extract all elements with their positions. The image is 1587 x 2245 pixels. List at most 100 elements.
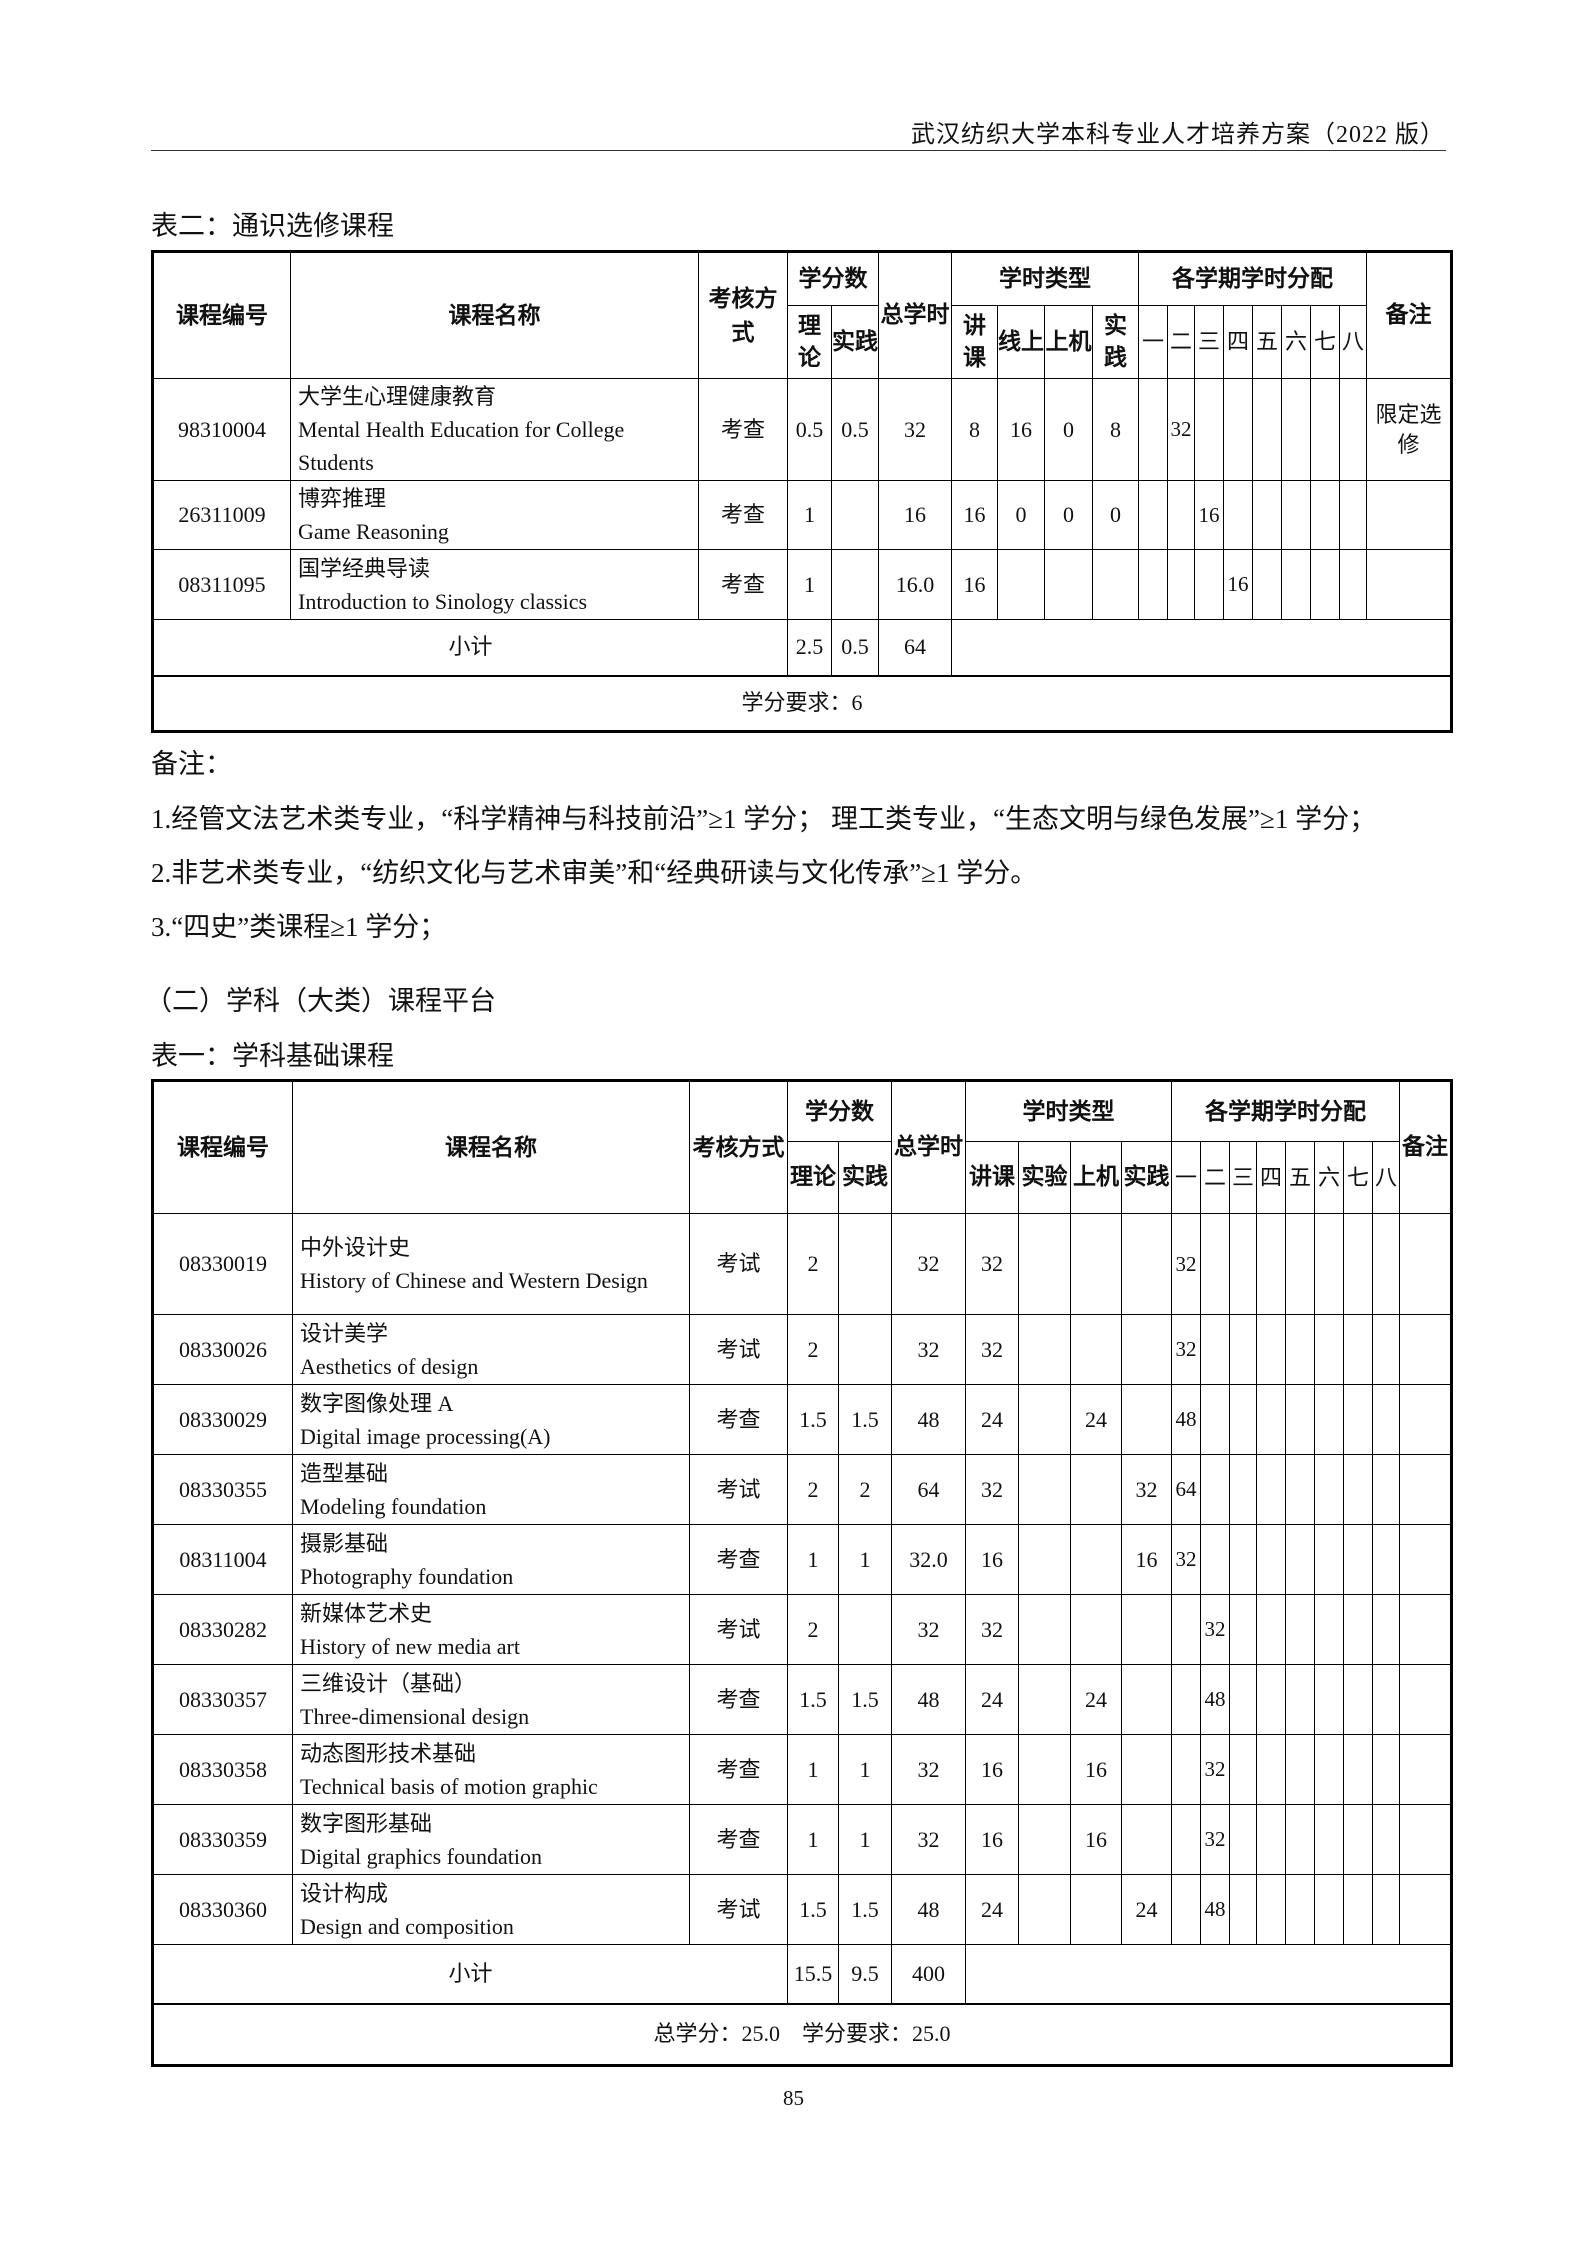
credit-theory: 2 xyxy=(787,1314,839,1385)
header-hours-type-item: 讲课 xyxy=(965,1141,1019,1214)
course-name-en: History of new media art xyxy=(300,1633,520,1659)
semester-hours xyxy=(1229,1664,1257,1735)
hours-type-value: 16 xyxy=(965,1804,1019,1875)
table-row: 08330358 动态图形技术基础 Technical basis of motio… xyxy=(152,1734,1452,1805)
remark: 限定选修 xyxy=(1366,378,1452,481)
semester-hours xyxy=(1138,480,1168,550)
note-item: 2.非艺术类专业，“纺织文化与艺术审美”和“经典研读与文化传承”≥1 学分。 xyxy=(151,858,1038,888)
semester-hours xyxy=(1252,378,1282,481)
course-name: 动态图形技术基础 Technical basis of motion graphi… xyxy=(292,1734,690,1805)
header-semester: 一 xyxy=(1171,1141,1201,1214)
header-course-name: 课程名称 xyxy=(292,1080,690,1214)
header-course-code: 课程编号 xyxy=(152,1080,293,1214)
hours-type-value xyxy=(1018,1874,1071,1945)
course-name-cn: 中外设计史 xyxy=(300,1235,411,1260)
semester-hours xyxy=(1281,378,1311,481)
credit-theory: 0.5 xyxy=(787,378,832,481)
table-row: 08311004 摄影基础 Photography foundation 考查 1 1 32… xyxy=(152,1524,1452,1595)
hours-type-value: 16 xyxy=(951,480,998,550)
header-semester: 四 xyxy=(1223,305,1253,379)
semester-hours xyxy=(1252,480,1282,550)
course-name-cn: 博弈推理 xyxy=(298,486,387,511)
subtotal-blank xyxy=(965,1944,1452,2004)
credit-theory: 1 xyxy=(787,1804,839,1875)
table-row: 08330029 数字图像处理 A Digital image processing… xyxy=(152,1384,1452,1455)
hours-type-value: 16 xyxy=(965,1734,1019,1805)
notes-title: 备注： xyxy=(151,749,232,779)
semester-hours xyxy=(1339,480,1367,550)
header-exam-method: 考核方式 xyxy=(689,1080,788,1214)
remark xyxy=(1399,1454,1452,1525)
exam-method: 考试 xyxy=(689,1454,788,1525)
course-name-cn: 大学生心理健康教育 xyxy=(298,384,497,409)
credit-practice: 1 xyxy=(838,1734,892,1805)
header-semester: 七 xyxy=(1310,305,1340,379)
total-hours: 32 xyxy=(891,1213,966,1315)
semester-hours xyxy=(1200,1213,1230,1315)
semester-hours xyxy=(1314,1874,1344,1945)
semester-hours xyxy=(1194,549,1224,620)
hours-type-value: 8 xyxy=(951,378,998,481)
header-credit-practice: 实践 xyxy=(838,1141,892,1214)
header-credits: 学分数 xyxy=(787,1080,892,1142)
credit-practice: 1 xyxy=(838,1524,892,1595)
course-name-en: Technical basis of motion graphic xyxy=(300,1773,598,1799)
semester-hours xyxy=(1343,1454,1373,1525)
remark xyxy=(1399,1594,1452,1665)
course-code: 08330358 xyxy=(152,1734,293,1805)
semester-hours xyxy=(1372,1804,1400,1875)
course-name: 设计美学 Aesthetics of design xyxy=(292,1314,690,1385)
course-name: 摄影基础 Photography foundation xyxy=(292,1524,690,1595)
semester-hours xyxy=(1372,1594,1400,1665)
subtotal-credit-theory: 2.5 xyxy=(787,619,832,676)
semester-hours xyxy=(1343,1384,1373,1455)
course-name: 国学经典导读 Introduction to Sinology classics xyxy=(290,549,699,620)
hours-type-value xyxy=(1044,549,1093,620)
discipline-foundation-course-table: 课程编号 课程名称 考核方式 学分数 总学时 学时类型 各学期学时分配 备注 理论 实践 讲课 实验上… xyxy=(151,1079,1453,2067)
hours-type-value xyxy=(1070,1454,1122,1525)
hours-type-value xyxy=(1092,549,1139,620)
credit-practice xyxy=(838,1594,892,1665)
total-hours: 32 xyxy=(891,1734,966,1805)
course-name-en: Aesthetics of design xyxy=(300,1353,479,1379)
table-row: 08330019 中外设计史 History of Chinese and West… xyxy=(152,1213,1452,1315)
subtotal-total-hours: 64 xyxy=(878,619,952,676)
course-name-cn: 数字图像处理 A xyxy=(300,1390,454,1416)
credit-practice: 1.5 xyxy=(838,1384,892,1455)
header-semester: 三 xyxy=(1229,1141,1257,1214)
hours-type-value xyxy=(1018,1384,1071,1455)
table-row: 08330355 造型基础 Modeling foundation 考试 2 2 64 32 3… xyxy=(152,1454,1452,1525)
semester-hours xyxy=(1229,1384,1257,1455)
semester-hours xyxy=(1229,1874,1257,1945)
remark xyxy=(1399,1664,1452,1735)
total-hours: 48 xyxy=(891,1874,966,1945)
semester-hours: 16 xyxy=(1194,480,1224,550)
hours-type-value: 32 xyxy=(965,1594,1019,1665)
semester-hours xyxy=(1314,1594,1344,1665)
semester-hours xyxy=(1171,1874,1201,1945)
course-name-cn: 国学经典导读 xyxy=(298,555,431,581)
semester-hours xyxy=(1167,480,1195,550)
exam-method: 考查 xyxy=(698,549,788,620)
course-code: 08330355 xyxy=(152,1454,293,1525)
semester-hours xyxy=(1256,1664,1286,1735)
semester-hours xyxy=(1343,1734,1373,1805)
semester-hours xyxy=(1256,1213,1286,1315)
semester-hours xyxy=(1285,1874,1315,1945)
semester-hours xyxy=(1343,1804,1373,1875)
table-a-caption: 表二：通识选修课程 xyxy=(151,211,394,241)
hours-type-value: 24 xyxy=(965,1874,1019,1945)
table-row: 08330360 设计构成 Design and composition 考试 1.5 1… xyxy=(152,1874,1452,1945)
credit-requirement-row: 总学分：25.0 学分要求：25.0 xyxy=(152,2003,1452,2066)
course-name-en: Design and composition xyxy=(300,1913,514,1939)
note-item: 3.“四史”类课程≥1 学分； xyxy=(151,912,447,942)
course-name-cn: 动态图形技术基础 xyxy=(300,1740,477,1766)
hours-type-value xyxy=(1018,1664,1071,1735)
credit-requirement-row: 学分要求：6 xyxy=(152,675,1452,732)
general-elective-course-table: 课程编号 课程名称 考核方式 学分数 总学时 学时类型 各学期学时分配 备注 理论 实践 讲课 线上上… xyxy=(151,250,1453,733)
semester-hours xyxy=(1229,1314,1257,1385)
semester-hours xyxy=(1281,480,1311,550)
table-row: 08330026 设计美学 Aesthetics of design 考试 2 32 32 3… xyxy=(152,1314,1452,1385)
exam-method: 考查 xyxy=(689,1664,788,1735)
semester-hours xyxy=(1372,1213,1400,1315)
